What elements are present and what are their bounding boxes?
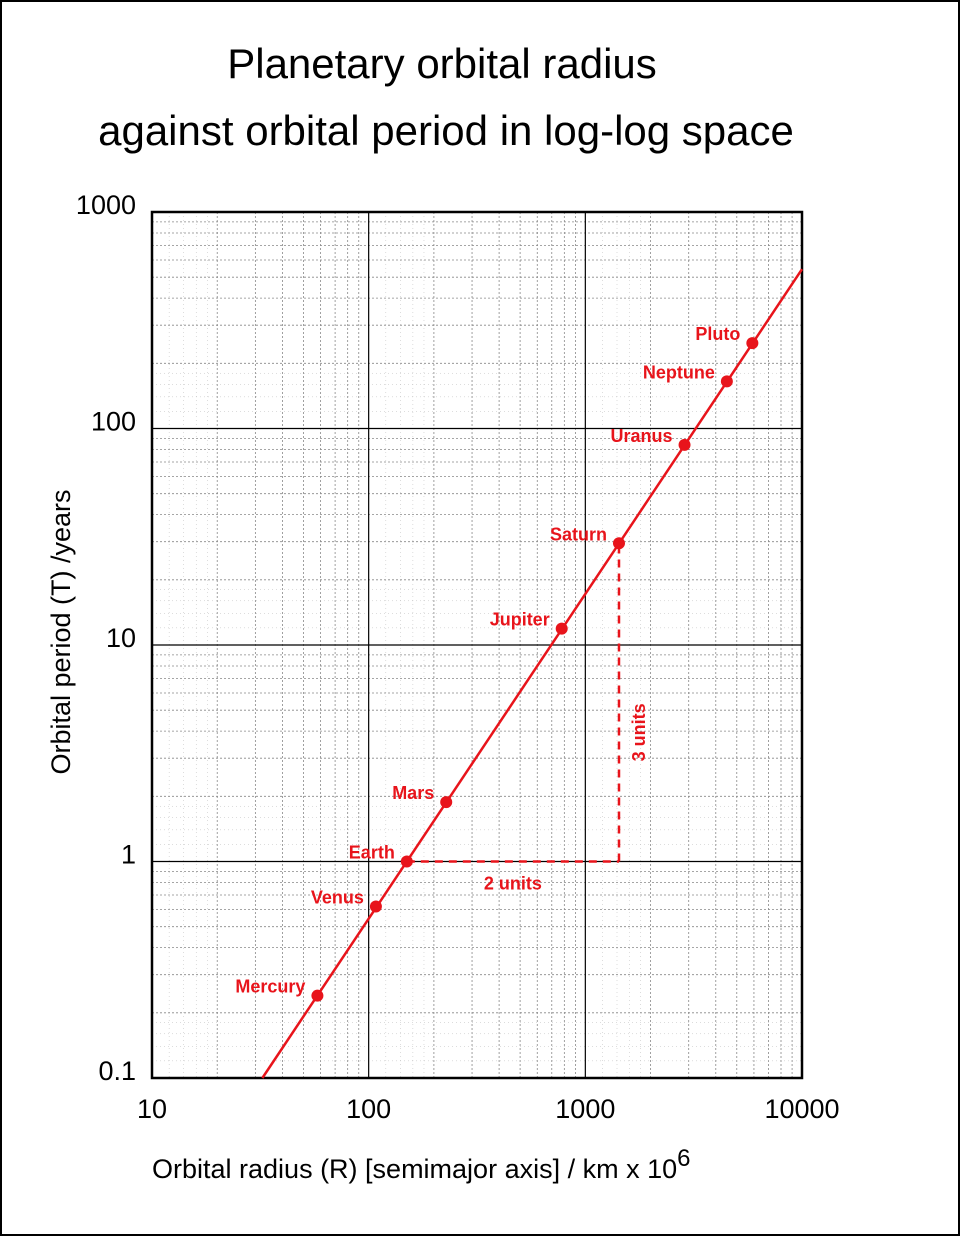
- x-tick-label: 10: [137, 1094, 167, 1124]
- y-tick-label: 1: [121, 840, 136, 870]
- planet-label-mercury: Mercury: [235, 977, 305, 997]
- fit-line: [261, 268, 804, 1079]
- planet-point-jupiter: [555, 622, 568, 635]
- x-axis-label-superscript: 6: [677, 1145, 690, 1172]
- planet-label-pluto: Pluto: [695, 324, 740, 344]
- planet-point-uranus: [678, 438, 691, 451]
- planet-point-pluto: [746, 337, 759, 350]
- planet-point-mars: [440, 796, 453, 809]
- x-tick-label: 10000: [764, 1094, 839, 1124]
- planet-label-neptune: Neptune: [643, 362, 715, 382]
- data-points: Mercury Venus Earth Mars Jupiter Saturn Uranus…: [235, 324, 759, 1002]
- y-tick-label: 1000: [76, 190, 136, 220]
- planet-label-saturn: Saturn: [550, 524, 607, 544]
- annotations: 2 units 3 units: [406, 543, 649, 894]
- planet-point-earth: [400, 855, 413, 868]
- planet-label-jupiter: Jupiter: [490, 610, 550, 630]
- planet-label-venus: Venus: [311, 887, 364, 907]
- x-tick-label: 1000: [555, 1094, 615, 1124]
- x-axis-label: Orbital radius (R) [semimajor axis] / km…: [152, 1145, 690, 1184]
- chart-title-line-2: against orbital period in log-log space: [98, 107, 794, 154]
- planet-point-venus: [369, 900, 382, 913]
- planet-point-mercury: [311, 989, 324, 1002]
- chart-title-line-1: Planetary orbital radius: [227, 40, 657, 87]
- planet-point-saturn: [612, 537, 625, 550]
- plot-area-border: [150, 210, 804, 1080]
- x-tick-labels: 10 100 1000 10000: [137, 1094, 840, 1124]
- y-tick-label: 10: [106, 623, 136, 653]
- y-axis-label: Orbital period (T) /years: [46, 489, 76, 774]
- x-tick-label: 100: [346, 1094, 391, 1124]
- planet-label-earth: Earth: [349, 843, 395, 863]
- annotation-label: 3 units: [629, 703, 649, 761]
- planet-label-mars: Mars: [392, 783, 434, 803]
- planet-label-uranus: Uranus: [611, 426, 673, 446]
- y-tick-label: 0.1: [98, 1056, 136, 1086]
- y-tick-label: 100: [91, 407, 136, 437]
- planet-point-neptune: [720, 375, 733, 388]
- x-axis-label-text: Orbital radius (R) [semimajor axis] / km…: [152, 1154, 677, 1184]
- y-tick-labels: 0.1 1 10 100 1000: [76, 190, 136, 1086]
- annotation-label: 2 units: [484, 874, 542, 894]
